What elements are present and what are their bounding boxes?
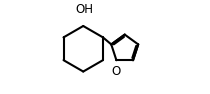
Text: O: O xyxy=(111,65,121,78)
Text: OH: OH xyxy=(75,3,93,16)
